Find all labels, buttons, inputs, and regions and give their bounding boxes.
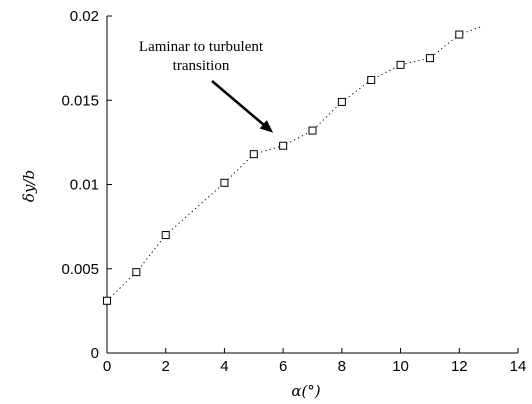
data-point	[367, 76, 376, 85]
y-axis-label: δy/b	[20, 170, 38, 202]
y-tick-label: 0.005	[61, 261, 99, 278]
x-tick-label: 6	[279, 358, 287, 375]
data-point	[161, 231, 170, 240]
data-point	[220, 178, 229, 187]
y-axis-ticks: 0 0.005 0.01 0.015 0.02	[61, 8, 112, 362]
annotation-text-line: transition	[173, 58, 230, 74]
data-point	[455, 30, 464, 39]
x-tick-label: 0	[103, 358, 111, 375]
plot-frame	[106, 16, 518, 354]
x-tick-label: 14	[510, 358, 527, 375]
x-tick-label: 12	[451, 358, 468, 375]
y-tick-label: 0.015	[61, 92, 99, 109]
data-point	[132, 268, 141, 277]
data-point	[308, 126, 317, 135]
y-tick-label: 0	[91, 345, 99, 362]
data-point	[279, 141, 288, 150]
x-tick-label: 2	[162, 358, 170, 375]
data-point	[337, 97, 346, 106]
trend-line	[106, 25, 483, 302]
x-tick-label: 10	[392, 358, 409, 375]
annotation-arrow-shaft	[211, 80, 265, 126]
data-point	[425, 54, 434, 63]
data-point	[249, 150, 258, 159]
data-points	[103, 30, 464, 305]
y-tick-label: 0.02	[70, 8, 99, 25]
annotation-text-line: Laminar to turbulent	[139, 39, 264, 55]
trend-line-group	[106, 25, 483, 302]
x-tick-label: 4	[220, 358, 228, 375]
y-tick-label: 0.01	[70, 177, 99, 194]
annotation-arrow-head	[259, 120, 274, 133]
x-axis-label: α(°)	[291, 382, 320, 400]
data-point	[103, 296, 111, 305]
x-axis-ticks: 0 2 4 6 8 10 12 14	[103, 348, 527, 375]
data-point	[396, 60, 405, 69]
x-tick-label: 8	[338, 358, 346, 375]
annotation-group: Laminar to turbulent transition	[139, 39, 274, 133]
